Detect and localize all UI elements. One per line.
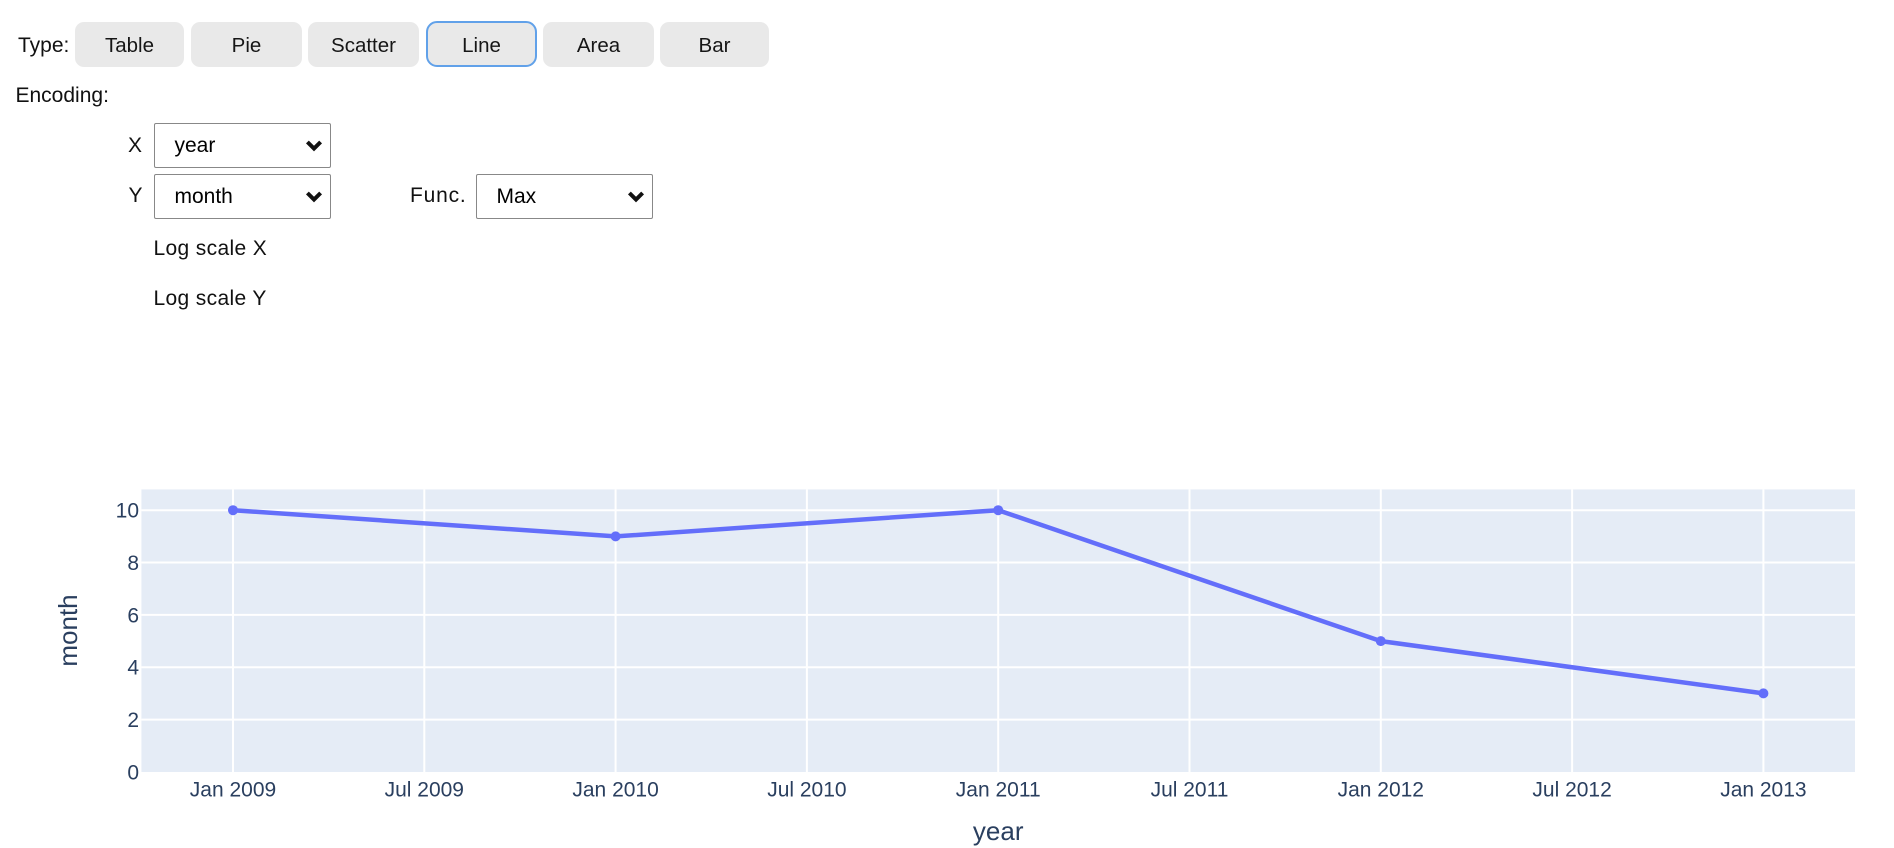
svg-text:Jan 2009: Jan 2009 <box>190 779 276 802</box>
svg-text:4: 4 <box>127 657 139 680</box>
svg-text:year: year <box>973 816 1024 846</box>
svg-text:Jul 2009: Jul 2009 <box>385 779 464 802</box>
svg-text:2: 2 <box>127 709 139 732</box>
svg-text:Jan 2012: Jan 2012 <box>1338 779 1424 802</box>
svg-text:Jul 2010: Jul 2010 <box>767 779 846 802</box>
svg-text:8: 8 <box>127 552 139 575</box>
svg-text:0: 0 <box>127 762 139 785</box>
svg-text:6: 6 <box>127 604 139 627</box>
svg-text:Jan 2013: Jan 2013 <box>1720 779 1806 802</box>
svg-text:Jan 2011: Jan 2011 <box>956 779 1041 802</box>
svg-text:Jan 2010: Jan 2010 <box>572 779 658 802</box>
svg-text:month: month <box>53 594 83 666</box>
svg-text:Jul 2012: Jul 2012 <box>1532 779 1611 802</box>
svg-text:Jul 2011: Jul 2011 <box>1151 779 1229 802</box>
svg-text:10: 10 <box>116 500 139 523</box>
